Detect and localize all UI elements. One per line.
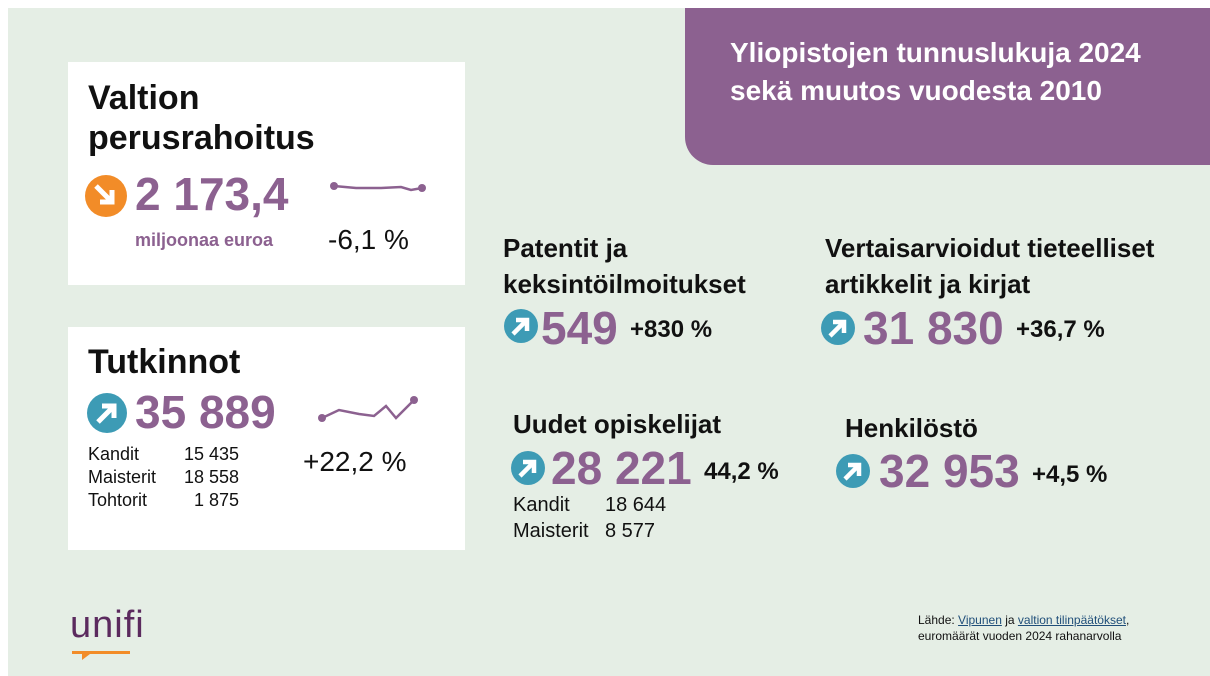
funding-heading: Valtion perusrahoitus	[88, 79, 315, 157]
degrees-change: +22,2 %	[303, 446, 407, 477]
row-label: Maisterit	[513, 520, 589, 542]
up-arrow-icon	[87, 393, 127, 433]
row-value: 18 558	[183, 467, 239, 487]
row-label: Maisterit	[88, 467, 157, 487]
articles-heading: Vertaisarvioidut tieteelliset artikkelit…	[825, 233, 1155, 299]
students-change: 44,2 %	[704, 458, 779, 485]
row-label: Kandit	[88, 444, 140, 464]
articles-value: 31 830	[863, 302, 1004, 354]
funding-change: -6,1 %	[328, 224, 409, 255]
header-box	[685, 8, 1210, 165]
breakdown-row: Kandit 18 644	[513, 494, 713, 520]
sparkline	[318, 396, 418, 422]
down-arrow-icon	[85, 175, 127, 217]
patents-change: +830 %	[630, 316, 713, 343]
source-note: euromäärät vuoden 2024 rahanarvolla	[918, 629, 1122, 643]
funding-unit: miljoonaa euroa	[135, 230, 274, 250]
source-comma: ,	[1125, 613, 1130, 627]
breakdown-row: Maisterit 8 577	[513, 520, 713, 546]
funding-value: 2 173,4	[135, 168, 289, 220]
up-arrow-icon	[836, 454, 870, 488]
breakdown-row: Tohtorit 1 875	[88, 490, 239, 513]
staff-change: +4,5 %	[1032, 461, 1108, 488]
infographic: Yliopistojen tunnuslukuja 2024 sekä muut…	[8, 8, 1210, 676]
row-label: Tohtorit	[88, 490, 148, 510]
logo-underline	[72, 651, 130, 660]
patents-heading: Patentit ja keksintöilmoitukset	[503, 233, 746, 299]
sparkline	[330, 182, 426, 192]
row-value: 15 435	[183, 444, 239, 464]
funding-card	[68, 62, 465, 285]
breakdown-row: Kandit 15 435	[88, 444, 239, 467]
row-value: 1 875	[193, 490, 239, 510]
degrees-heading: Tutkinnot	[88, 343, 241, 381]
students-value: 28 221	[551, 442, 692, 494]
title: Yliopistojen tunnuslukuja 2024 sekä muut…	[730, 37, 1141, 106]
students-heading: Uudet opiskelijat	[513, 409, 722, 439]
row-value: 8 577	[605, 520, 656, 542]
degrees-card	[68, 327, 465, 550]
degrees-breakdown: Kandit 15 435 Maisterit 18 558 Tohtorit 1 875	[88, 444, 239, 513]
source-link[interactable]: Vipunen	[958, 613, 1002, 627]
logo: unifi	[70, 604, 145, 646]
row-label: Kandit	[513, 494, 570, 516]
row-value: 18 644	[605, 494, 667, 516]
breakdown-row: Maisterit 18 558	[88, 467, 239, 490]
articles-change: +36,7 %	[1016, 316, 1105, 343]
degrees-value: 35 889	[135, 386, 276, 438]
up-arrow-icon	[504, 309, 538, 343]
students-breakdown: Kandit 18 644 Maisterit 8 577	[513, 494, 713, 546]
up-arrow-icon	[821, 311, 855, 345]
staff-heading: Henkilöstö	[845, 413, 978, 443]
up-arrow-icon	[511, 451, 545, 485]
source: Lähde: Vipunen ja valtion tilinpäätökset…	[918, 612, 1129, 644]
source-prefix: Lähde:	[918, 613, 955, 627]
source-link[interactable]: valtion tilinpäätökset	[1017, 613, 1126, 627]
staff-value: 32 953	[879, 445, 1020, 497]
patents-value: 549	[541, 302, 618, 354]
source-conj: ja	[1005, 613, 1015, 627]
